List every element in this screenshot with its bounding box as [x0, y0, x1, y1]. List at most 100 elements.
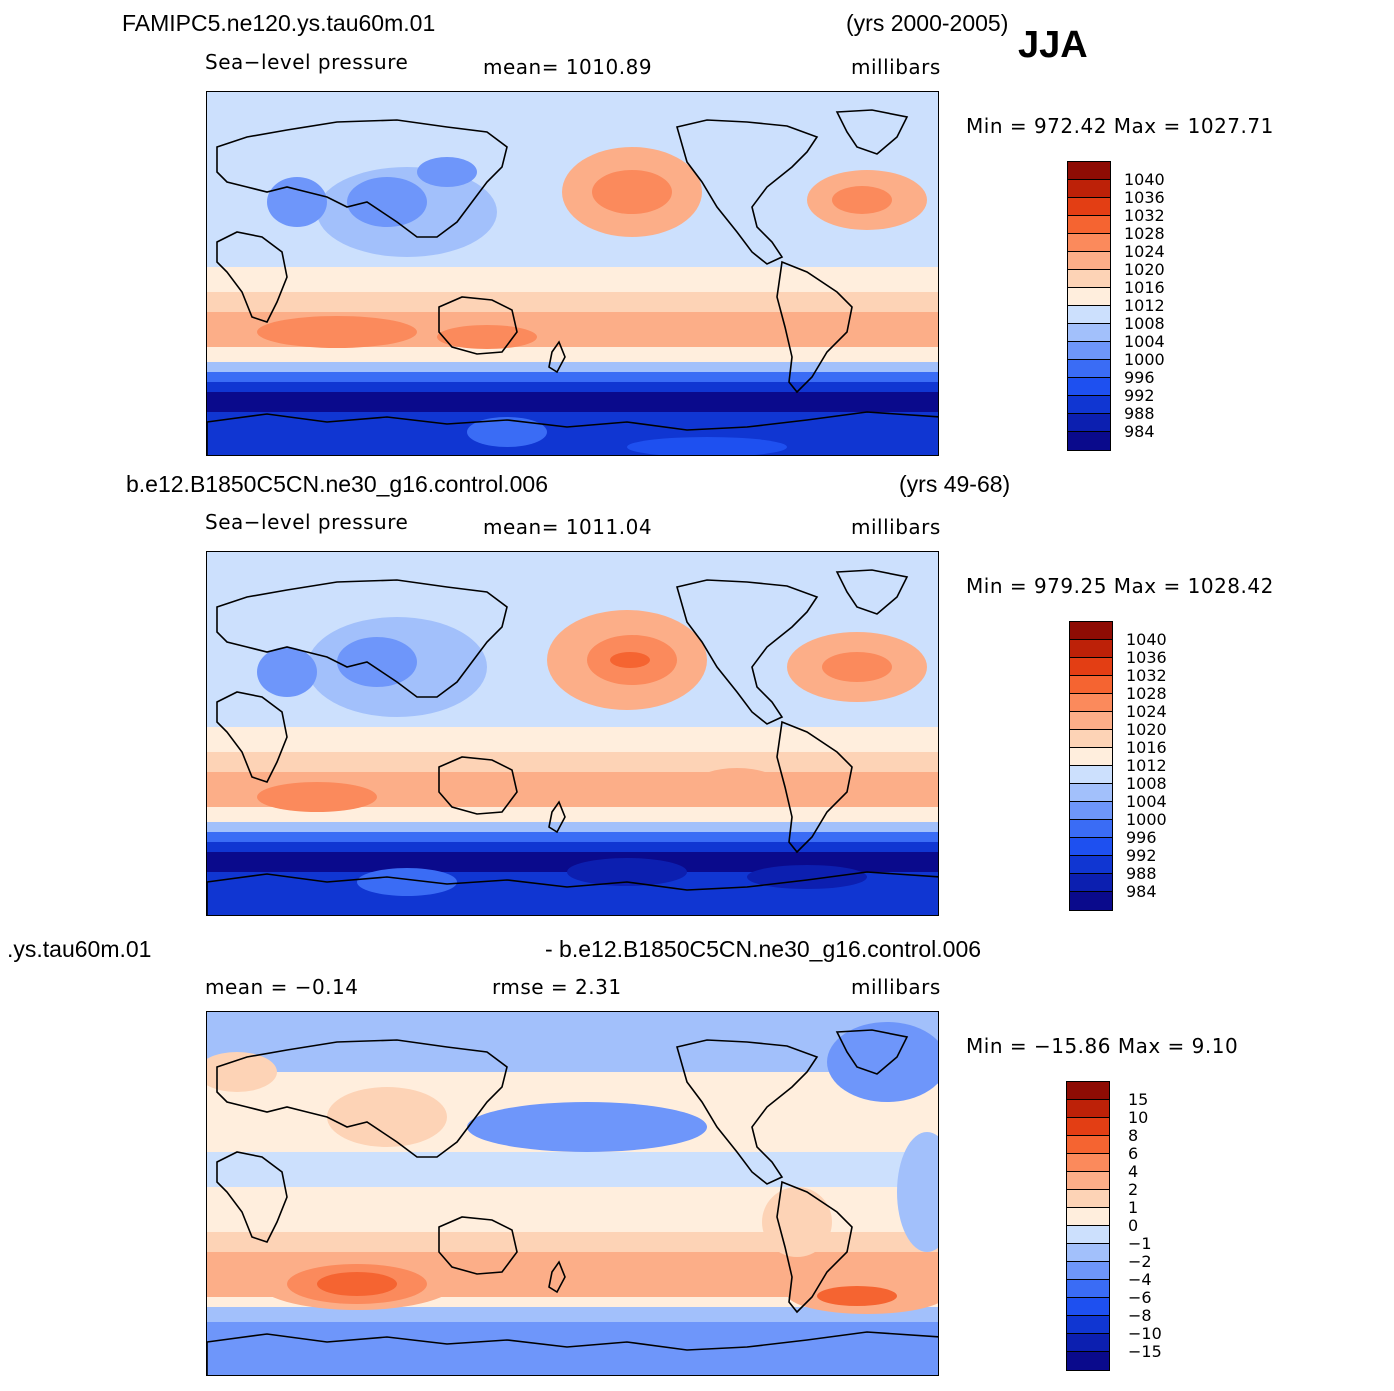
pressure-band: [207, 147, 938, 153]
colorbar-swatch: [1068, 342, 1110, 360]
pressure-band: [207, 1277, 938, 1283]
coastline: [216, 1151, 288, 1243]
pressure-band: [207, 1322, 938, 1328]
pressure-cell: [467, 1102, 707, 1152]
pressure-cell: [897, 1132, 938, 1252]
pressure-band: [207, 267, 938, 273]
panel2-title-right: (yrs 49-68): [899, 471, 1011, 497]
pressure-band: [207, 712, 938, 718]
pressure-band: [207, 237, 938, 243]
pressure-band: [207, 1077, 938, 1083]
pressure-band: [207, 862, 938, 868]
coastline: [776, 1180, 853, 1314]
colorbar-level-label: −10: [1128, 1324, 1162, 1343]
colorbar-level-label: 1000: [1126, 810, 1167, 829]
pressure-band: [207, 902, 938, 908]
pressure-band: [207, 707, 938, 713]
pressure-band: [207, 1232, 938, 1238]
pressure-cell: [610, 652, 650, 668]
pressure-band: [207, 552, 938, 558]
pressure-band: [207, 442, 938, 448]
coastline: [207, 871, 938, 915]
colorbar-swatch: [1070, 784, 1112, 802]
pressure-band: [207, 1262, 938, 1268]
pressure-band: [207, 92, 938, 98]
pressure-band: [207, 892, 938, 898]
pressure-band: [207, 837, 938, 843]
panel1-title-left: FAMIPC5.ne120.ys.tau60m.01: [122, 10, 436, 36]
coastline: [675, 1039, 819, 1185]
colorbar-level-label: −1: [1128, 1234, 1152, 1253]
coastline: [207, 1331, 938, 1375]
pressure-band: [207, 1072, 938, 1078]
pressure-band: [207, 882, 938, 888]
pressure-band: [207, 557, 938, 563]
colorbar-swatch: [1070, 712, 1112, 730]
pressure-band: [207, 97, 938, 103]
pressure-band: [207, 317, 938, 323]
pressure-band: [207, 1372, 938, 1375]
pressure-band: [207, 227, 938, 233]
pressure-band: [207, 1032, 938, 1038]
pressure-band: [207, 1022, 938, 1028]
colorbar-swatch: [1067, 1244, 1109, 1262]
panel1-title-right: (yrs 2000-2005): [846, 10, 1009, 36]
pressure-band: [207, 447, 938, 453]
colorbar-level-label: 10: [1128, 1108, 1149, 1127]
pressure-band: [207, 1052, 938, 1058]
colorbar-level-label: 1036: [1124, 188, 1165, 207]
colorbar-level-label: 992: [1124, 386, 1155, 405]
pressure-band: [207, 1227, 938, 1233]
coastline: [438, 1216, 518, 1275]
colorbar-level-label: 15: [1128, 1090, 1149, 1109]
pressure-band: [207, 842, 938, 848]
season-label: JJA: [1018, 24, 1088, 66]
pressure-band: [207, 1042, 938, 1048]
pressure-band: [207, 417, 938, 423]
colorbar-level-label: 1000: [1124, 350, 1165, 369]
pressure-band: [207, 612, 938, 618]
pressure-band: [207, 392, 938, 398]
pressure-band: [207, 422, 938, 428]
pressure-band: [207, 1087, 938, 1093]
colorbar-level-label: 996: [1124, 368, 1155, 387]
colorbar-swatch: [1070, 658, 1112, 676]
pressure-band: [207, 772, 938, 778]
colorbar-swatch: [1068, 414, 1110, 432]
colorbar-swatch: [1070, 856, 1112, 874]
colorbar-swatch: [1068, 324, 1110, 342]
colorbar-level-label: −6: [1128, 1288, 1152, 1307]
pressure-cell: [327, 1087, 447, 1147]
pressure-band: [207, 432, 938, 438]
pressure-band: [207, 242, 938, 248]
colorbar-swatch: [1067, 1208, 1109, 1226]
coastline: [216, 1039, 508, 1158]
coastline: [438, 296, 518, 355]
colorbar-swatch: [1067, 1334, 1109, 1352]
pressure-cell: [337, 637, 417, 687]
pressure-field: [207, 92, 938, 455]
colorbar-swatch: [1067, 1100, 1109, 1118]
pressure-band: [207, 1157, 938, 1163]
pressure-band: [207, 142, 938, 148]
colorbar-level-label: 1032: [1124, 206, 1165, 225]
pressure-band: [207, 1257, 938, 1263]
pressure-band: [207, 257, 938, 263]
pressure-cell: [592, 170, 672, 214]
pressure-band: [207, 252, 938, 258]
coastline: [548, 800, 566, 834]
pressure-band: [207, 217, 938, 223]
pressure-band: [207, 577, 938, 583]
pressure-band: [207, 327, 938, 333]
pressure-band: [207, 232, 938, 238]
panel2-map: [206, 551, 939, 916]
colorbar-level-label: 1024: [1126, 702, 1167, 721]
pressure-band: [207, 592, 938, 598]
colorbar-level-label: −15: [1128, 1342, 1162, 1361]
pressure-band: [207, 1297, 938, 1303]
pressure-band: [207, 912, 938, 915]
pressure-band: [207, 757, 938, 763]
colorbar-swatch: [1067, 1172, 1109, 1190]
pressure-band: [207, 1067, 938, 1073]
colorbar-swatch: [1067, 1298, 1109, 1316]
